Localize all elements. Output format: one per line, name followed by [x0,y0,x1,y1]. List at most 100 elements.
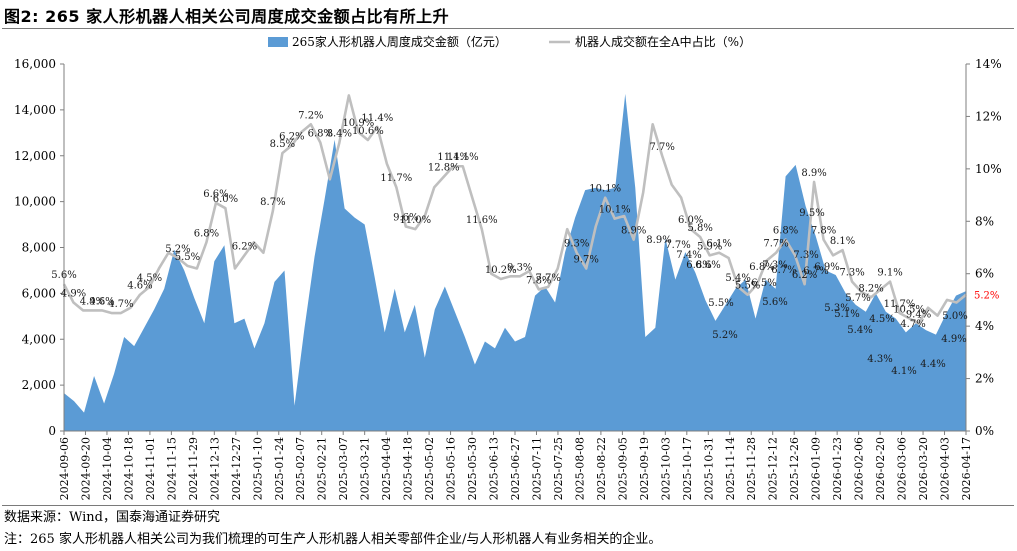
chart: 265家人形机器人周度成交金额（亿元） 机器人成交额在全A中占比（%） 0 2,00… [14,34,1002,500]
x-tick-label: 2026-04-17 [960,437,973,500]
share-data-label: 5.4% [725,273,750,284]
share-data-label: 8.9% [621,226,646,237]
x-tick-label: 2024-09-20 [79,437,92,500]
share-data-label: 6.7% [803,266,828,277]
x-tick-label: 2024-11-15 [165,437,178,500]
x-tick-label: 2026-02-06 [853,437,866,500]
share-data-label: 5.1% [834,309,859,320]
x-tick-label: 2025-08-22 [595,437,608,500]
y-right-tick-label: 2% [975,372,994,386]
share-data-label: 7.8% [811,226,836,237]
share-data-label: 9.3% [564,239,589,250]
share-data-label: 5.2% [712,330,737,341]
share-data-label: 5.6% [51,270,76,281]
y-left-tick-label: 14,000 [14,103,56,117]
share-data-label: 4.1% [891,366,916,377]
share-data-label: 6.2% [232,241,257,252]
share-data-label: 6.8% [308,129,333,140]
x-tick-label: 2025-12-26 [788,437,801,500]
share-data-label: 8.9% [801,168,826,179]
share-data-label: 10.5% [893,304,925,315]
share-data-label: 6.9% [814,262,839,273]
x-tick-label: 2026-03-20 [917,437,930,500]
y-left-tick-label: 6,000 [22,286,56,300]
x-tick-label: 2025-05-16 [445,437,458,500]
x-tick-label: 2025-02-21 [316,437,329,500]
share-data-label: 6.8% [773,226,798,237]
y-right-tick-label: 6% [975,267,994,281]
share-data-label: 6.1% [706,239,731,250]
x-tick-label: 2025-05-02 [423,437,436,500]
x-tick-label: 2025-11-28 [745,437,758,500]
share-data-label: 6.7% [771,265,796,276]
share-data-label: 5.5% [735,281,760,292]
share-data-label: 6.2% [792,270,817,281]
data-source: 数据来源：Wind，国泰海通证券研究 [4,510,220,525]
share-data-label: 4.9% [80,296,105,307]
x-tick-label: 2025-02-07 [294,437,307,500]
share-data-label: 9.3% [507,262,532,273]
share-data-label: 6.8% [686,260,711,271]
plot-area [62,93,967,431]
share-data-label: 7.4% [676,250,701,261]
share-line [62,94,967,325]
share-data-label: 4.5% [137,273,162,284]
x-tick-label: 2026-02-20 [874,437,887,500]
x-tick-label: 2025-01-24 [273,437,286,500]
x-tick-label: 2025-09-19 [638,437,651,500]
share-data-label: 7.3% [762,260,787,271]
share-data-label: 6.5% [751,278,776,289]
y-right-tick-label: 12% [975,109,1002,123]
y-left-tick-label: 10,000 [14,195,56,209]
y-right-tick-label: 4% [975,319,994,333]
legend-line-label: 机器人成交额在全A中占比（%） [575,34,751,49]
share-data-label: 6.6% [203,189,228,200]
share-data-label: 4.3% [867,354,892,365]
x-tick-label: 2026-01-09 [810,437,823,500]
x-tick-label: 2025-09-05 [616,437,629,500]
share-data-label: 6.8% [194,228,219,239]
share-data-label: 6.0% [678,215,703,226]
y-left-tick-label: 12,000 [14,149,56,163]
chart-axes: 0 2,000 4,000 6,000 8,000 10,000 12,000 14,000 1… [14,57,1002,500]
share-data-label: 5.5% [175,252,200,263]
share-data-label: 6.6% [695,260,720,271]
share-data-label: 4.5% [869,314,894,325]
legend-area-swatch [268,37,288,47]
y-left-tick-label: 16,000 [14,57,56,71]
title-divider [2,28,1014,29]
y-right-tick-label: 14% [975,57,1002,71]
share-data-label: 11.0% [399,215,431,226]
y-right-tick-label: 8% [975,214,994,228]
x-tick-label: 2024-12-13 [208,437,221,500]
share-data-label: 11.4% [361,113,393,124]
share-data-label: 11.1% [447,152,479,163]
x-tick-label: 2024-10-04 [101,437,114,500]
x-tick-label: 2025-06-27 [509,437,522,500]
share-data-label: 6.0% [213,194,238,205]
share-data-label: 4.9% [941,334,966,345]
x-tick-label: 2025-11-14 [724,437,737,500]
share-data-label: 7.7% [536,273,561,284]
x-tick-label: 2025-08-08 [573,437,586,500]
share-data-label: 7.7% [763,239,788,250]
share-data-label: 10.1% [589,184,621,195]
share-data-label: 9.5% [799,208,824,219]
legend-area-label: 265家人形机器人周度成交金额（亿元） [292,34,507,49]
share-data-label: 8.5% [270,139,295,150]
share-data-label: 10.2% [485,265,517,276]
x-tick-label: 2025-10-31 [702,437,715,500]
share-data-label: 9.6% [393,213,418,224]
share-data-label: 5.7% [845,293,870,304]
share-last-label: 5.2% [974,291,999,302]
y-right-tick-label: 10% [975,162,1002,176]
share-data-label: 10.1% [599,205,631,216]
x-tick-label: 2024-09-06 [58,437,71,500]
x-tick-label: 2025-03-07 [337,437,350,500]
share-data-label: 5.0% [942,311,967,322]
share-data-label: 7.3% [839,268,864,279]
share-data-label: 5.3% [824,303,849,314]
share-data-label: 5.5% [708,298,733,309]
data-labels: 5.6%4.9%4.9%4.6%4.7%4.6%4.5%5.2%5.5%6.8%… [51,110,999,377]
y-left-tick-label: 0 [48,424,56,438]
